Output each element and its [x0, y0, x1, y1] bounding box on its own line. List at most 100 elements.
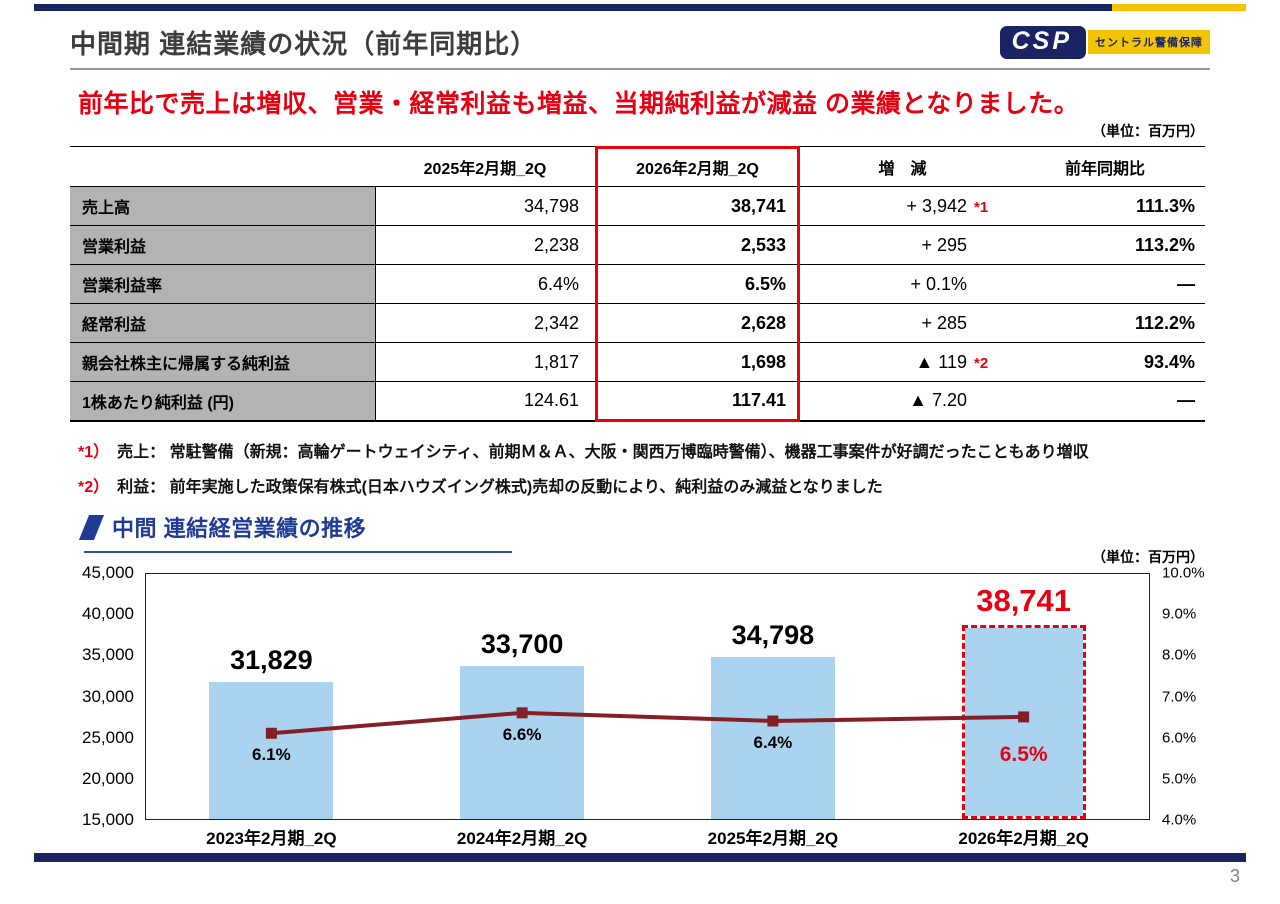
table-unit-label: （単位：百万円）: [1092, 123, 1204, 139]
chart-plot-area: 31,829 33,700 34,798 38,741 6.1% 6.6% 6.…: [145, 573, 1150, 820]
bar-value-label: 38,741: [976, 583, 1072, 619]
top-accent-bar: [34, 4, 1246, 11]
row-label: 売上高: [70, 186, 376, 226]
x-category-label: 2024年2月期_2Q: [456, 829, 588, 848]
x-category-label: 2025年2月期_2Q: [707, 829, 839, 848]
chart-right-axis: 10.0% 9.0% 8.0% 7.0% 6.0% 5.0% 4.0%: [1156, 565, 1215, 829]
rate-line-svg: [265, 707, 1030, 739]
chart-section-header: 中間 連結経営業績の推移: [78, 511, 512, 553]
bars-layer: 31,829 33,700 34,798 38,741: [146, 574, 1149, 819]
column-header-blank: [70, 146, 375, 187]
current-period-value: 6.5%: [595, 264, 800, 304]
table-row: 1株あたり純利益 (円) 124.61 117.41 ▲ 7.20 ―: [70, 381, 1205, 421]
bar: [209, 681, 334, 819]
right-axis-tick-label: 4.0%: [1162, 811, 1197, 829]
chart-unit-label: （単位：百万円）: [1092, 549, 1204, 565]
row-label: 親会社株主に帰属する純利益: [70, 342, 376, 382]
table-row: 経常利益 2,342 2,628 + 285 112.2%: [70, 303, 1205, 343]
slash-icon: [78, 514, 105, 540]
x-category-label: 2023年2月期_2Q: [206, 829, 337, 848]
column-header-prev-period: 2025年2月期_2Q: [375, 146, 595, 187]
bar: [460, 666, 585, 819]
yoy-value: 113.2%: [1005, 225, 1205, 265]
change-value: + 295: [921, 234, 967, 255]
yoy-value: 93.4%: [1005, 342, 1205, 382]
bar-group: 31,829: [209, 574, 334, 819]
row-label: 営業利益率: [70, 264, 376, 304]
footnote-marker: *2）: [78, 479, 110, 496]
right-axis-tick-label: 10.0%: [1162, 564, 1205, 582]
right-axis-tick-label: 6.0%: [1162, 729, 1197, 747]
footnote-marker: *1）: [78, 444, 110, 461]
bar-value-label: 34,798: [731, 620, 815, 651]
column-header-current-period: 2026年2月期_2Q: [595, 146, 800, 187]
left-axis-tick-label: 15,000: [82, 810, 134, 829]
change-cell: + 0.1%: [800, 264, 1005, 304]
column-header-change: 増 減: [800, 146, 1005, 187]
column-header-yoy: 前年同期比: [1005, 146, 1205, 187]
bar: [710, 657, 835, 819]
left-axis-tick-label: 35,000: [82, 645, 134, 665]
left-axis-tick-label: 45,000: [82, 563, 134, 582]
change-value: + 285: [921, 312, 967, 333]
page-number: 3: [1229, 866, 1240, 886]
top-accent-navy-segment: [34, 4, 1112, 11]
bar-value-label: 31,829: [230, 644, 313, 675]
x-category-label: 2026年2月期_2Q: [958, 829, 1089, 848]
results-table-wrap: 2025年2月期_2Q 2026年2月期_2Q 増 減 前年同期比 売上高 34…: [70, 146, 1205, 422]
chart: 45,000 40,000 35,000 30,000 25,000 20,00…: [70, 563, 1215, 829]
results-table-body: 売上高 34,798 38,741 + 3,942 *1 111.3% 営業利益 …: [70, 186, 1205, 421]
change-cell: + 3,942 *1: [800, 186, 1005, 226]
yoy-value: 111.3%: [1005, 186, 1205, 226]
current-period-value: 2,533: [595, 225, 800, 265]
change-cell: + 295: [800, 225, 1005, 265]
headline: 前年比で売上は増収、営業・経常利益も増益、当期純利益が減益 の業績となりました。: [78, 90, 1080, 118]
table-header-row: 2025年2月期_2Q 2026年2月期_2Q 増 減 前年同期比: [70, 146, 1205, 187]
csp-logo: CSP セントラル警備保障: [999, 25, 1210, 59]
table-row: 営業利益率 6.4% 6.5% + 0.1% ―: [70, 264, 1205, 304]
bar-group: 34,798: [710, 574, 835, 819]
current-period-value: 2,628: [595, 303, 800, 343]
bottom-accent-bar: [34, 853, 1246, 862]
csp-logo-mark: CSP: [999, 25, 1086, 59]
footnote-item: *1） 売上： 常駐警備（新規：高輪ゲートウェイシティ、前期Ｍ＆Ａ、大阪・関西万博…: [78, 438, 1089, 462]
change-cell: ▲ 7.20: [800, 381, 1005, 421]
table-row: 売上高 34,798 38,741 + 3,942 *1 111.3%: [70, 186, 1205, 226]
footnote-item: *2） 利益： 前年実施した政策保有株式(日本ハウズイング株式)売却の反動により、…: [78, 473, 1089, 497]
header-divider: [70, 68, 1210, 70]
prev-period-value: 124.61: [375, 381, 595, 421]
yoy-value: ―: [1005, 381, 1205, 421]
right-axis-tick-label: 7.0%: [1162, 688, 1197, 705]
footnotes: *1） 売上： 常駐警備（新規：高輪ゲートウェイシティ、前期Ｍ＆Ａ、大阪・関西万博…: [78, 438, 1089, 508]
row-label: 経常利益: [70, 303, 376, 343]
left-axis-tick-label: 20,000: [82, 768, 134, 788]
change-footnote-marker: *1: [974, 198, 989, 216]
prev-period-value: 34,798: [375, 186, 595, 226]
current-period-value: 117.41: [595, 381, 800, 421]
chart-left-axis: 45,000 40,000 35,000 30,000 25,000 20,00…: [70, 563, 140, 829]
csp-logo-subtext: セントラル警備保障: [1088, 30, 1210, 54]
change-value: + 0.1%: [910, 273, 967, 294]
footnote-text: 売上： 常駐警備（新規：高輪ゲートウェイシティ、前期Ｍ＆Ａ、大阪・関西万博臨時警…: [117, 444, 1089, 461]
right-axis-tick-label: 8.0%: [1162, 646, 1197, 664]
bar-value-label: 33,700: [480, 629, 564, 660]
row-label: 営業利益: [70, 225, 376, 265]
change-value: ▲ 119: [915, 351, 967, 372]
results-table: 2025年2月期_2Q 2026年2月期_2Q 増 減 前年同期比 売上高 34…: [70, 146, 1205, 422]
footnote-text: 利益： 前年実施した政策保有株式(日本ハウズイング株式)売却の反動により、純利益…: [117, 479, 883, 496]
prev-period-value: 6.4%: [375, 264, 595, 304]
prev-period-value: 1,817: [375, 342, 595, 382]
prev-period-value: 2,342: [375, 303, 595, 343]
page-title: 中間期 連結業績の状況（前年同期比）: [70, 28, 538, 59]
row-label: 1株あたり純利益 (円): [70, 381, 376, 421]
header: 中間期 連結業績の状況（前年同期比） CSP セントラル警備保障: [70, 20, 1210, 64]
top-accent-yellow-segment: [1112, 4, 1246, 11]
change-cell: ▲ 119 *2: [800, 342, 1005, 382]
change-value: ▲ 7.20: [909, 390, 967, 411]
right-axis-tick-label: 5.0%: [1162, 770, 1197, 788]
current-period-value: 1,698: [595, 342, 800, 382]
left-axis-tick-label: 25,000: [82, 727, 134, 747]
current-period-value: 38,741: [595, 186, 800, 226]
change-value: + 3,942: [906, 195, 967, 216]
